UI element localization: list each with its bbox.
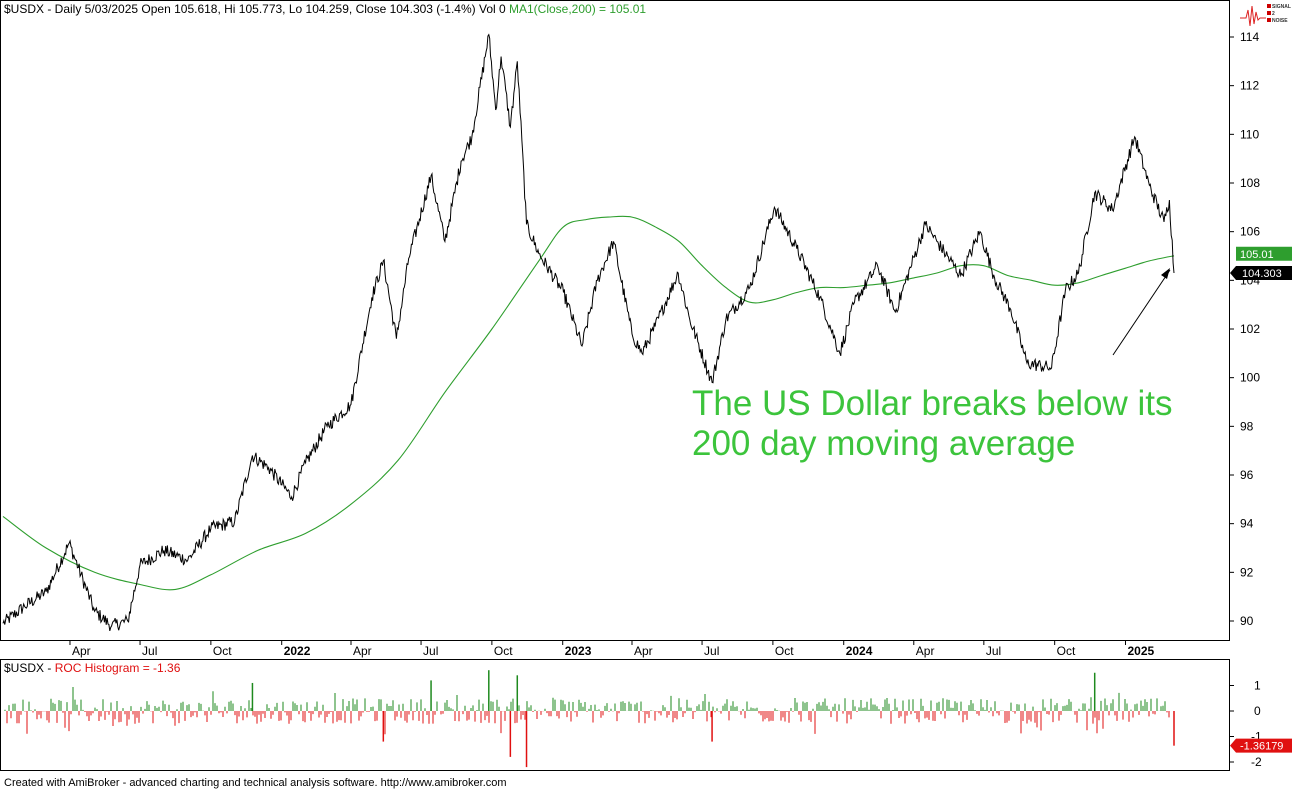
- date-tick-label: Oct: [213, 644, 232, 658]
- price-tick-label: 114: [1240, 30, 1259, 44]
- annotation-arrow: [1112, 268, 1171, 356]
- price-tick-label: 94: [1240, 517, 1254, 531]
- date-tick-label: 2022: [284, 644, 311, 658]
- price-line: [2, 33, 1175, 632]
- ma-header-text: MA1(Close,200) = 105.01: [509, 2, 646, 16]
- logo-text-1: SIGNAL: [1272, 4, 1291, 10]
- date-tick-label: Apr: [916, 644, 935, 658]
- logo-text-3: NOISE: [1272, 18, 1288, 24]
- roc-header-text: ROC Histogram = -1.36: [55, 661, 181, 675]
- price-tick-label: 106: [1240, 225, 1260, 239]
- date-tick-label: Jul: [986, 644, 1001, 658]
- price-tick-label: 100: [1240, 371, 1260, 385]
- price-header: $USDX - Daily 5/03/2025 Open 105.618, Hi…: [4, 2, 646, 16]
- date-tick-label: Apr: [72, 644, 91, 658]
- annotation-line-2: 200 day moving average: [692, 424, 1075, 463]
- roc-histogram: [4, 670, 1175, 768]
- price-tick-label: 98: [1240, 419, 1254, 433]
- price-tick-label: 108: [1240, 176, 1260, 190]
- close-last-value-label: 104.303: [1230, 265, 1292, 280]
- price-tick-label: 102: [1240, 322, 1260, 336]
- roc-header: $USDX - ROC Histogram = -1.36: [4, 661, 181, 675]
- logo-text-2: 2: [1272, 11, 1275, 17]
- footer-credit: Created with AmiBroker - advanced charti…: [4, 777, 507, 789]
- roc-tick-label: 1: [1254, 679, 1261, 693]
- date-tick-label: Jul: [423, 644, 438, 658]
- roc-last-value: -1.36179: [1240, 741, 1283, 753]
- price-panel: [0, 0, 1230, 641]
- annotation-line-1: The US Dollar breaks below its: [692, 384, 1172, 423]
- price-tick-label: 96: [1240, 468, 1254, 482]
- price-tick-label: 92: [1240, 565, 1254, 579]
- date-tick-label: Apr: [353, 644, 372, 658]
- date-tick-label: 2024: [846, 644, 873, 658]
- price-tick-label: 110: [1240, 127, 1259, 141]
- ma-last-value-label: 105.01: [1236, 246, 1292, 261]
- roc-tick-label: -1: [1251, 730, 1262, 744]
- date-tick-label: 2023: [565, 644, 592, 658]
- price-tick-label: 112: [1240, 79, 1259, 93]
- price-tick-label: 90: [1240, 614, 1254, 628]
- date-tick-label: Oct: [1057, 644, 1076, 658]
- signal2noise-logo: SIGNAL 2 NOISE: [1240, 4, 1291, 27]
- roc-y-axis: -2 -1 0 1: [1230, 679, 1262, 769]
- ma-last-value: 105.01: [1240, 249, 1274, 261]
- close-last-value: 104.303: [1242, 268, 1282, 280]
- ma200-line: [2, 215, 1175, 591]
- roc-tick-label: 0: [1254, 704, 1261, 718]
- date-tick-label: Oct: [775, 644, 794, 658]
- date-tick-label: Jul: [704, 644, 719, 658]
- price-header-text: $USDX - Daily 5/03/2025 Open 105.618, Hi…: [4, 2, 509, 16]
- date-tick-label: 2025: [1127, 644, 1154, 658]
- roc-tick-label: -2: [1251, 755, 1262, 769]
- date-tick-label: Jul: [142, 644, 157, 658]
- roc-last-value-label: -1.36179: [1230, 738, 1292, 753]
- roc-header-prefix: $USDX -: [4, 661, 55, 675]
- logo-waveform-icon: [1240, 5, 1266, 27]
- roc-bars-up: [4, 687, 1166, 711]
- date-tick-label: Apr: [634, 644, 653, 658]
- date-tick-label: Oct: [494, 644, 513, 658]
- roc-bars-down: [6, 711, 1170, 735]
- date-x-axis: Apr Jul Oct 2022 Apr Jul Oct 2023 Apr Jul Oct 2024 A…: [69, 641, 1155, 658]
